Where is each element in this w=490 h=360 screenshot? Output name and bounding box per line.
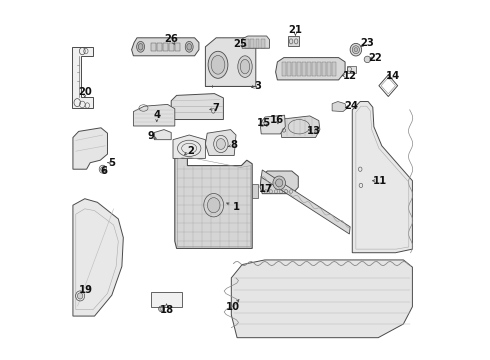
Text: 24: 24 xyxy=(344,101,358,111)
Bar xyxy=(297,62,301,76)
Polygon shape xyxy=(261,170,350,234)
Bar xyxy=(302,62,306,76)
Text: 23: 23 xyxy=(361,38,374,48)
Polygon shape xyxy=(73,199,123,316)
Ellipse shape xyxy=(275,179,283,187)
Ellipse shape xyxy=(185,41,193,52)
Text: 4: 4 xyxy=(153,110,160,120)
Bar xyxy=(292,62,296,76)
Polygon shape xyxy=(260,171,298,194)
Text: 14: 14 xyxy=(386,71,400,81)
Bar xyxy=(333,62,336,76)
Polygon shape xyxy=(133,104,175,126)
Text: 20: 20 xyxy=(78,87,92,97)
Bar xyxy=(288,36,299,46)
Text: 10: 10 xyxy=(225,302,240,312)
Bar xyxy=(250,39,254,48)
Ellipse shape xyxy=(187,44,192,50)
Bar xyxy=(252,184,258,198)
Text: 8: 8 xyxy=(231,140,238,150)
Polygon shape xyxy=(275,58,345,80)
Polygon shape xyxy=(260,115,285,134)
Polygon shape xyxy=(352,102,413,253)
Ellipse shape xyxy=(137,41,145,52)
Ellipse shape xyxy=(238,56,252,77)
Ellipse shape xyxy=(273,176,286,190)
Polygon shape xyxy=(154,130,171,140)
Ellipse shape xyxy=(208,51,228,78)
Ellipse shape xyxy=(240,59,250,74)
Text: 15: 15 xyxy=(257,118,271,128)
Bar xyxy=(282,62,286,76)
Ellipse shape xyxy=(100,167,105,172)
Text: 5: 5 xyxy=(108,158,115,168)
Polygon shape xyxy=(205,130,236,156)
Bar xyxy=(318,62,321,76)
Ellipse shape xyxy=(217,139,225,149)
Text: 19: 19 xyxy=(78,285,93,295)
Polygon shape xyxy=(280,116,320,138)
Bar xyxy=(347,66,356,73)
Text: 11: 11 xyxy=(373,176,387,186)
Polygon shape xyxy=(173,135,205,158)
Ellipse shape xyxy=(207,198,220,213)
Text: 17: 17 xyxy=(259,184,273,194)
Bar xyxy=(157,43,162,51)
Ellipse shape xyxy=(77,293,83,299)
Text: 2: 2 xyxy=(188,146,195,156)
Text: 7: 7 xyxy=(213,103,220,113)
Polygon shape xyxy=(332,102,346,112)
Polygon shape xyxy=(73,128,107,169)
Polygon shape xyxy=(171,94,223,120)
Polygon shape xyxy=(132,38,199,56)
Ellipse shape xyxy=(160,307,163,310)
Bar xyxy=(151,43,155,51)
Ellipse shape xyxy=(350,44,362,56)
Bar xyxy=(245,39,248,48)
Bar xyxy=(169,43,174,51)
Text: 6: 6 xyxy=(100,166,107,176)
Polygon shape xyxy=(242,36,270,48)
Text: 12: 12 xyxy=(343,71,356,81)
Text: 3: 3 xyxy=(254,81,261,91)
Ellipse shape xyxy=(354,48,358,52)
Bar xyxy=(312,62,316,76)
Text: 26: 26 xyxy=(164,34,178,44)
Polygon shape xyxy=(205,38,256,86)
Text: 22: 22 xyxy=(368,53,382,63)
Bar xyxy=(327,62,331,76)
Bar xyxy=(261,39,265,48)
Ellipse shape xyxy=(138,44,143,50)
Ellipse shape xyxy=(364,56,370,63)
Text: 1: 1 xyxy=(232,202,240,212)
Polygon shape xyxy=(231,260,413,338)
Text: 21: 21 xyxy=(289,24,302,35)
Text: 13: 13 xyxy=(306,126,320,136)
Bar xyxy=(287,62,291,76)
Text: 16: 16 xyxy=(270,114,284,125)
Bar xyxy=(163,43,168,51)
Ellipse shape xyxy=(211,55,225,74)
Text: 18: 18 xyxy=(159,305,173,315)
Bar xyxy=(322,62,326,76)
Bar xyxy=(256,39,259,48)
Polygon shape xyxy=(72,47,93,108)
Text: 9: 9 xyxy=(148,131,155,141)
Bar xyxy=(151,292,182,307)
Ellipse shape xyxy=(352,46,360,54)
Bar xyxy=(307,62,311,76)
Bar xyxy=(175,43,180,51)
Text: 25: 25 xyxy=(234,39,247,49)
Polygon shape xyxy=(175,153,252,248)
